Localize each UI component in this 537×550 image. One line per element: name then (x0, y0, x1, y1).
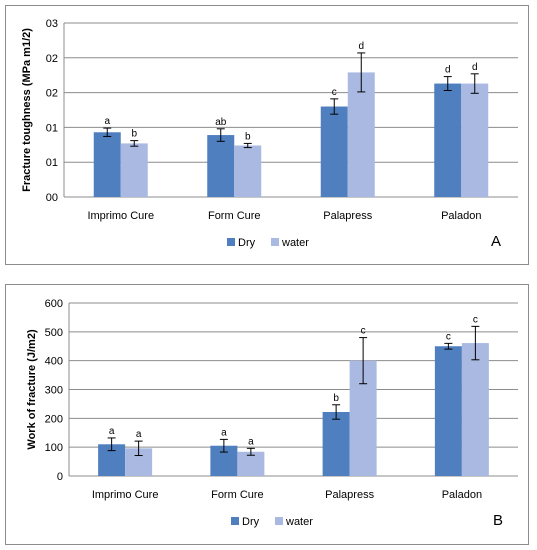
bar-water (347, 72, 375, 197)
significance-label: c (473, 314, 478, 325)
significance-label: b (333, 393, 339, 404)
y-axis-title: Work of fracture (J/m2) (26, 329, 38, 450)
significance-label: a (136, 429, 142, 440)
x-category-label: Imprimo Cure (92, 489, 159, 501)
legend-swatch-dry (231, 517, 239, 525)
panel-label-a: A (491, 233, 502, 250)
x-category-label: Imprimo Cure (87, 210, 154, 222)
significance-label: c (361, 326, 366, 337)
panel-label-b: B (493, 512, 504, 529)
significance-label: d (358, 41, 364, 52)
significance-label: d (445, 65, 451, 76)
x-category-label: Palapress (325, 489, 374, 501)
x-category-label: Paladon (442, 489, 482, 501)
legend-swatch-water (271, 238, 279, 246)
x-category-label: Form Cure (211, 489, 264, 501)
significance-label: a (221, 427, 227, 438)
y-tick-label: 01 (46, 122, 58, 134)
legend-label-water: water (285, 516, 313, 528)
legend-swatch-dry (227, 238, 235, 246)
bar-water (237, 451, 265, 476)
y-tick-label: 600 (45, 298, 63, 310)
bar-dry (322, 411, 350, 476)
significance-label: b (245, 131, 251, 142)
bar-water (461, 343, 489, 476)
chart-b-plot: 0 100 200 300 400 500 600 Work of fracture (J/m… (26, 298, 518, 528)
y-tick-label: 01 (46, 157, 58, 169)
bar-dry (207, 135, 235, 197)
significance-label: c (446, 331, 451, 342)
y-axis-title: Fracture toughness (MPa m1/2) (21, 28, 33, 192)
bar-water (461, 83, 489, 197)
bar-dry (320, 106, 348, 197)
bar-dry (93, 132, 121, 197)
legend-label-dry: Dry (238, 237, 256, 249)
y-tick-label: 03 (46, 18, 58, 30)
significance-label: d (472, 62, 478, 73)
chart-a-plot: 00 01 01 02 02 03 Fracture toughness (MPa m1/2… (21, 18, 518, 249)
significance-label: a (104, 116, 110, 127)
y-tick-label: 300 (45, 385, 63, 397)
chart-panel-a: 00 01 01 02 02 03 Fracture toughness (MPa m1/2… (5, 5, 529, 265)
x-category-label: Paladon (441, 210, 481, 222)
significance-label: ab (215, 117, 227, 128)
y-tick-label: 02 (46, 88, 58, 100)
y-tick-label: 0 (57, 471, 63, 483)
bar-dry (434, 83, 462, 197)
y-tick-label: 500 (45, 327, 63, 339)
bar-water (234, 145, 262, 197)
significance-label: a (109, 426, 115, 437)
bar-dry (434, 346, 462, 476)
chart-panel-b: 0 100 200 300 400 500 600 Work of fracture (J/m… (5, 284, 529, 545)
x-category-label: Form Cure (208, 210, 261, 222)
y-tick-label: 00 (46, 192, 58, 204)
bar-water (120, 143, 148, 197)
y-tick-label: 400 (45, 356, 63, 368)
legend-swatch-water (275, 517, 283, 525)
legend-label-dry: Dry (242, 516, 260, 528)
legend-label-water: water (281, 237, 309, 249)
x-category-label: Palapress (323, 210, 372, 222)
significance-label: c (332, 87, 337, 98)
significance-label: b (131, 129, 137, 140)
y-tick-label: 200 (45, 413, 63, 425)
y-tick-label: 100 (45, 442, 63, 454)
significance-label: a (248, 436, 254, 447)
y-tick-label: 02 (46, 53, 58, 65)
